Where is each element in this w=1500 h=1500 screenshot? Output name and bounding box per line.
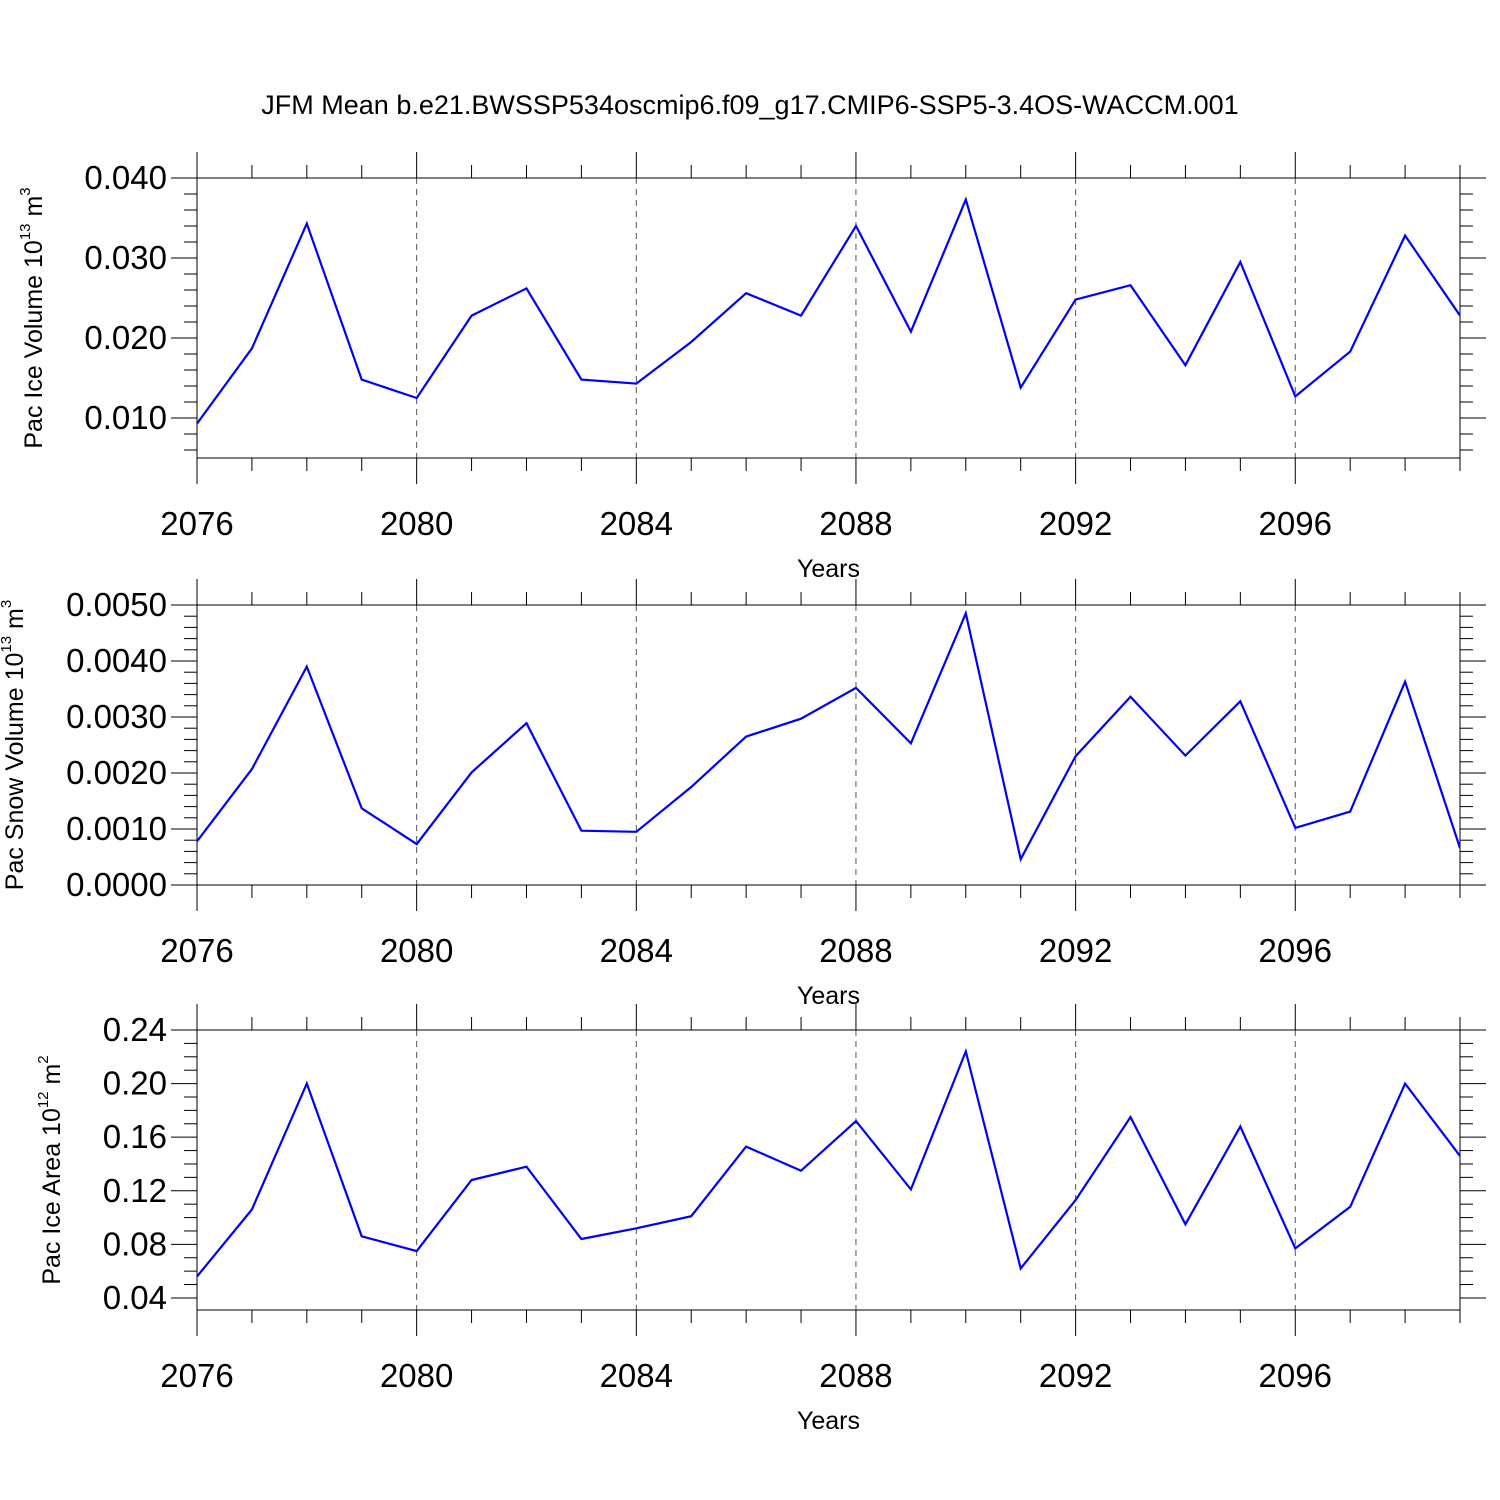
x-tick-label: 2080 [380,505,453,542]
series-line [197,1047,1460,1278]
x-tick-label: 2096 [1259,1357,1332,1394]
plot-frame [196,604,1461,886]
x-tick-label: 2076 [160,932,233,969]
x-tick-label: 2076 [160,1357,233,1394]
y-tick-label: 0.0040 [66,642,167,679]
x-tick-label: 2096 [1259,505,1332,542]
y-tick-label: 0.04 [103,1279,167,1316]
panel-2: 0.0000 0.0010 0.0020 0.0030 0.0040 0.0050 2076… [0,579,1486,1010]
y-tick-label: 0.010 [84,399,167,436]
plot-frame [196,177,1461,459]
x-tick-label: 2080 [380,932,453,969]
x-tick-label: 2092 [1039,1357,1112,1394]
x-tick-label: 2076 [160,505,233,542]
x-tick-label: 2092 [1039,505,1112,542]
x-tick-label: 2088 [819,932,892,969]
series-line [197,609,1460,863]
y-axis-label-unit: m [20,196,48,224]
y-tick-label: 0.040 [84,159,167,196]
x-tick-label: 2080 [380,1357,453,1394]
x-tick-label: 2084 [600,932,673,969]
y-tick-label: 0.08 [103,1225,167,1262]
y-tick-label: 0.0010 [66,810,167,847]
y-axis-label-unit: m [38,1064,66,1092]
x-axis-label: Years [797,982,860,1010]
y-tick-label: 0.0020 [66,754,167,791]
y-axis-label-exp1: 12 [35,1091,52,1108]
y-axis-label-base: Pac Ice Volume 10 [20,240,48,448]
y-axis-label-base: Pac Snow Volume 10 [1,653,29,891]
y-tick-label: 0.24 [103,1011,167,1048]
y-axis-label-unit: m [1,608,29,636]
series-line [197,196,1460,425]
y-axis-label-exp2: 3 [0,600,15,608]
chart-title: JFM Mean b.e21.BWSSP534oscmip6.f09_g17.C… [261,90,1238,120]
y-tick-label: 0.16 [103,1118,167,1155]
y-tick-label: 0.0050 [66,586,167,623]
x-tick-label: 2084 [600,505,673,542]
x-tick-label: 2088 [819,505,892,542]
y-tick-label: 0.20 [103,1065,167,1102]
y-axis-label: Pac Ice Volume 1013 m3 [17,187,48,448]
x-axis-label: Years [797,1407,860,1435]
x-tick-label: 2096 [1259,932,1332,969]
y-tick-label: 0.020 [84,319,167,356]
y-axis-label: Pac Snow Volume 1013 m3 [0,600,29,890]
panel-1: 0.010 0.020 0.030 0.040 2076 2080 2084 2088 2092… [17,152,1486,583]
y-tick-label: 0.0000 [66,866,167,903]
plot-frame [196,1029,1461,1311]
y-axis-label-exp1: 13 [17,223,34,240]
x-tick-label: 2084 [600,1357,673,1394]
y-tick-label: 0.12 [103,1172,167,1209]
y-axis-label: Pac Ice Area 1012 m2 [35,1055,66,1284]
y-tick-label: 0.0030 [66,698,167,735]
y-axis-label-base: Pac Ice Area 10 [38,1108,66,1285]
panel-3: 0.04 0.08 0.12 0.16 0.20 0.24 2076 2080 2084 2088… [35,1004,1486,1435]
y-tick-label: 0.030 [84,239,167,276]
y-axis-label-exp2: 2 [35,1055,52,1063]
y-axis-label-exp1: 13 [0,636,15,653]
x-axis-label: Years [797,555,860,583]
y-axis-label-exp2: 3 [17,187,34,195]
x-tick-label: 2092 [1039,932,1112,969]
x-tick-label: 2088 [819,1357,892,1394]
